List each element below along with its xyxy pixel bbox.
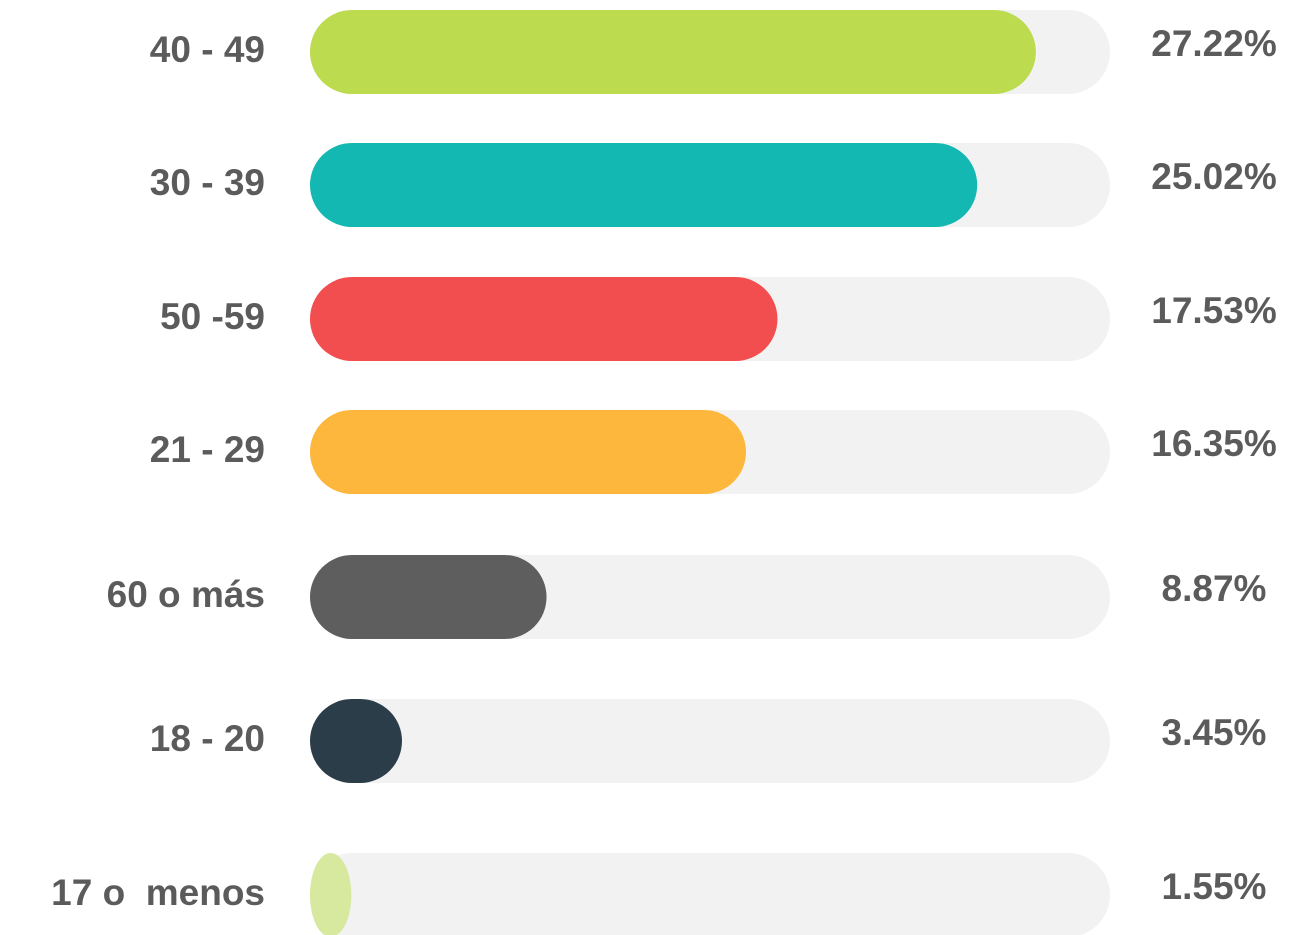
bar	[310, 143, 978, 227]
bar	[310, 699, 402, 783]
value-label: 1.55%	[1162, 866, 1267, 907]
bar-track	[310, 853, 1110, 935]
value-label: 27.22%	[1151, 23, 1277, 64]
value-label: 3.45%	[1162, 712, 1267, 753]
bar	[310, 555, 547, 639]
value-label: 25.02%	[1151, 156, 1277, 197]
category-label: 17 o menos	[51, 872, 265, 913]
category-label: 18 - 20	[150, 718, 265, 759]
category-label: 50 -59	[160, 296, 265, 337]
category-label: 60 o más	[107, 574, 265, 615]
value-label: 16.35%	[1151, 423, 1277, 464]
bar	[310, 853, 352, 935]
bar	[310, 410, 746, 494]
category-label: 21 - 29	[150, 429, 265, 470]
bar-track	[310, 699, 1110, 783]
bar	[310, 10, 1036, 94]
value-label: 17.53%	[1151, 290, 1277, 331]
category-label: 40 - 49	[150, 29, 265, 70]
bar	[310, 277, 778, 361]
category-label: 30 - 39	[150, 162, 265, 203]
value-label: 8.87%	[1162, 568, 1267, 609]
